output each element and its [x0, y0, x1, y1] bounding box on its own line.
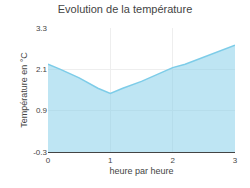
svg-text:2: 2 — [170, 156, 175, 165]
svg-text:0.9: 0.9 — [36, 106, 48, 115]
svg-text:Température en °C: Température en °C — [19, 52, 29, 128]
svg-text:-0.3: -0.3 — [33, 148, 47, 157]
svg-text:3.3: 3.3 — [36, 24, 48, 33]
svg-text:3: 3 — [233, 156, 238, 165]
svg-text:Evolution de la température: Evolution de la température — [58, 3, 193, 15]
svg-text:2.1: 2.1 — [36, 65, 48, 74]
svg-text:0: 0 — [46, 156, 51, 165]
svg-text:heure par heure: heure par heure — [109, 166, 173, 176]
svg-text:1: 1 — [108, 156, 113, 165]
